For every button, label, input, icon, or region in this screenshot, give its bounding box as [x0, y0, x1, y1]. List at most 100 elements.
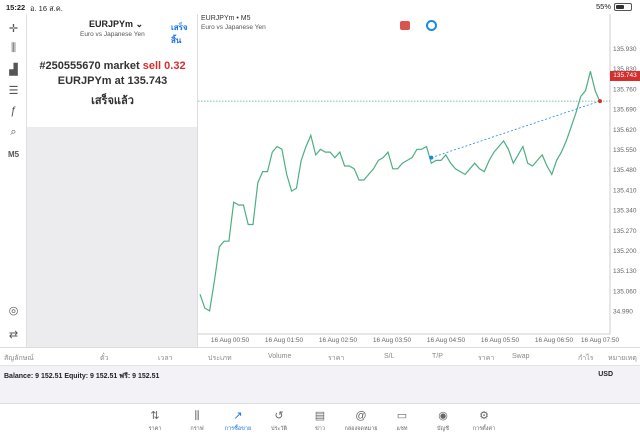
x-tick-label: 16 Aug 03:50 — [373, 337, 412, 344]
status-bar: 15:22 อ. 16 ส.ค. 55% — [0, 0, 640, 14]
timeframe-button[interactable]: M5 — [7, 149, 20, 159]
trade-icon: ↗ — [233, 410, 243, 422]
y-tick-label: 135.340 — [613, 208, 637, 215]
chevron-down-icon: ⌄ — [135, 19, 144, 29]
nav-history-label: ประวัติ — [270, 426, 288, 432]
y-tick-label: 135.480 — [613, 167, 637, 174]
symbol-selector[interactable]: EURJPYm ⌄ — [89, 19, 144, 29]
current-price-tag: 135.743 — [610, 71, 640, 81]
x-tick-label: 16 Aug 06:50 — [535, 337, 574, 344]
account-icon: ◉ — [438, 410, 448, 422]
battery-label: 55% — [595, 2, 611, 11]
y-tick-label: 135.200 — [613, 248, 637, 255]
x-tick-label: 16 Aug 01:50 — [265, 337, 304, 344]
col-price[interactable]: ราคา — [328, 355, 345, 362]
one-click-trading-icon[interactable] — [400, 21, 410, 30]
order-side: sell 0.32 — [142, 60, 186, 72]
x-tick-label: 16 Aug 05:50 — [481, 337, 520, 344]
col-ticket[interactable]: ตั๋ว — [100, 355, 109, 362]
objects-icon[interactable]: ⌕ — [10, 125, 17, 138]
history-icon: ↺ — [274, 410, 284, 422]
trade-icon[interactable]: ⇄ — [8, 328, 19, 341]
nav-quotes-label: ราคา — [148, 426, 162, 432]
settings-icon: ⚙ — [479, 410, 489, 422]
y-tick-label: 135.270 — [613, 228, 637, 235]
status-time: 15:22 — [6, 3, 26, 12]
nav-trade-label: การซื้อขาย — [224, 426, 252, 432]
nav-chat-label: แชท — [396, 426, 408, 432]
symbol-description: Euro vs Japanese Yen — [80, 31, 145, 38]
chart-subtitle: Euro vs Japanese Yen — [201, 24, 266, 31]
order-summary: #250555670 market sell 0.32 — [27, 60, 198, 72]
nav-settings-label: การตั้งค่า — [472, 426, 496, 432]
nav-news-label: ข่าว — [315, 426, 325, 432]
x-tick-label: 16 Aug 07:50 — [581, 337, 620, 344]
x-tick-label: 16 Aug 04:50 — [427, 337, 466, 344]
y-tick-label: 135.760 — [613, 86, 637, 93]
col-sl[interactable]: S/L — [384, 353, 395, 360]
chart-svg[interactable]: 135.930 135.830 135.760 135.690 135.620 135.5… — [198, 14, 640, 347]
x-tick-label: 16 Aug 02:50 — [319, 337, 358, 344]
order-id: #250555670 market — [39, 60, 140, 72]
col-time[interactable]: เวลา — [158, 355, 173, 362]
nav-mailbox-label: กล่องจดหมาย — [344, 426, 378, 432]
nav-chart[interactable]: ⫼ กราฟ — [177, 409, 217, 433]
price-chart[interactable]: 135.930 135.830 135.760 135.690 135.620 135.5… — [198, 14, 640, 347]
battery-icon — [614, 2, 632, 11]
nav-mailbox[interactable]: @ กล่องจดหมาย — [341, 409, 381, 433]
nav-chat[interactable]: ▭ แชท — [382, 409, 422, 433]
positions-table-header: สัญลักษณ์ ตั๋ว เวลา ประเภท Volume ราคา S… — [0, 347, 640, 365]
balance-currency: USD — [598, 371, 613, 378]
mailbox-icon: @ — [355, 410, 367, 422]
done-button[interactable]: เสร็จสิ้น — [171, 23, 188, 45]
nav-history[interactable]: ↺ ประวัติ — [259, 409, 299, 433]
candlestick-icon[interactable]: ⫼ — [10, 41, 17, 54]
col-comment[interactable]: หมายเหตุ — [608, 355, 637, 362]
col-price-current[interactable]: ราคา — [478, 355, 495, 362]
y-tick-label: 135.930 — [613, 46, 637, 53]
nav-news[interactable]: ▤ ข่าว — [300, 409, 340, 433]
settings-sliders-icon[interactable]: ☰ — [8, 84, 19, 97]
y-tick-label: 135.830 — [613, 66, 637, 73]
zoom-chart-icon[interactable]: ◎ — [8, 304, 19, 317]
col-profit[interactable]: กำไร — [578, 355, 594, 362]
order-price: EURJPYm at 135.743 — [57, 75, 168, 87]
nav-account[interactable]: ◉ บัญชี — [423, 409, 463, 433]
chat-icon: ▭ — [396, 410, 408, 422]
order-connection-line — [431, 100, 601, 159]
trade-result-panel: EURJPYm ⌄ Euro vs Japanese Yen เสร็จสิ้น… — [27, 14, 198, 127]
y-tick-label: 135.060 — [613, 288, 637, 295]
quotes-icon: ⇅ — [150, 410, 160, 422]
nav-trade[interactable]: ↗ การซื้อขาย — [218, 409, 258, 433]
col-swap[interactable]: Swap — [512, 353, 530, 360]
order-status: เสร็จแล้ว — [91, 95, 134, 107]
balance-bar: Balance: 9 152.51 Equity: 9 152.51 ฟรี: … — [0, 365, 640, 383]
chart-type-icon[interactable]: ▟ — [9, 63, 18, 76]
status-right: 55% — [596, 2, 632, 11]
function-icon[interactable]: ƒ — [10, 105, 17, 117]
price-line — [199, 71, 601, 312]
nav-quotes[interactable]: ⇅ ราคา — [135, 409, 175, 433]
balance-text: Balance: 9 152.51 Equity: 9 152.51 ฟรี: … — [4, 373, 160, 380]
col-volume[interactable]: Volume — [268, 353, 292, 360]
col-type[interactable]: ประเภท — [208, 355, 232, 362]
status-date: อ. 16 ส.ค. — [30, 4, 63, 13]
chart-title: EURJPYm • M5 — [201, 15, 251, 22]
x-tick-label: 16 Aug 00:50 — [211, 337, 250, 344]
crosshair-icon[interactable]: ✛ — [8, 22, 19, 35]
chart-icon: ⫼ — [194, 410, 200, 422]
indicator-toggle-icon[interactable] — [426, 20, 437, 31]
order-entry-marker — [429, 155, 434, 160]
y-tick-label: 135.690 — [613, 107, 637, 114]
nav-settings[interactable]: ⚙ การตั้งค่า — [464, 409, 504, 433]
y-tick-label: 135.410 — [613, 187, 637, 194]
nav-account-label: บัญชี — [437, 426, 449, 432]
news-icon: ▤ — [314, 410, 326, 422]
y-tick-label: 135.550 — [613, 147, 637, 154]
col-symbol[interactable]: สัญลักษณ์ — [4, 355, 34, 362]
y-tick-label: 135.130 — [613, 268, 637, 275]
col-tp[interactable]: T/P — [432, 353, 443, 360]
y-tick-label: 34.990 — [613, 309, 633, 316]
bottom-nav: ⇅ ราคา ⫼ กราฟ ↗ การซื้อขาย ↺ ประวัติ ▤ ข่าว @… — [0, 403, 640, 447]
nav-chart-label: กราฟ — [190, 426, 204, 432]
